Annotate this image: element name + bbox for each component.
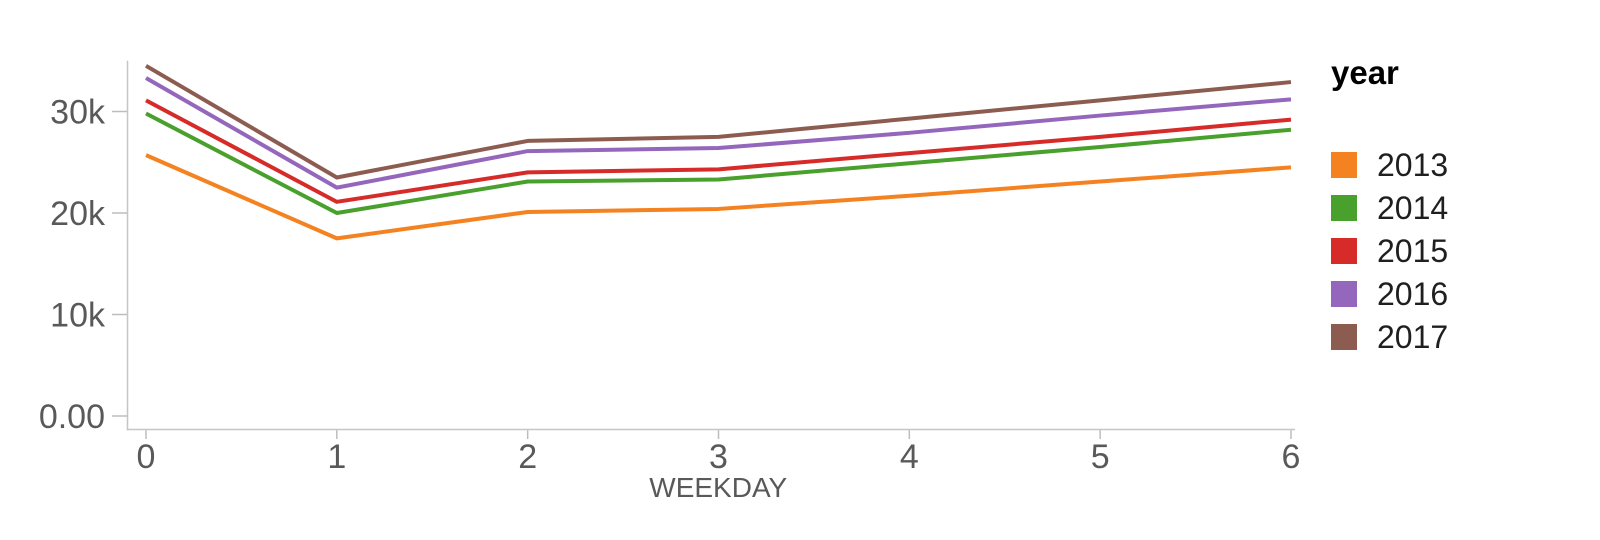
svg-text:10k: 10k: [50, 297, 106, 335]
legend-swatch-2015: [1331, 238, 1357, 264]
svg-text:5: 5: [1091, 438, 1110, 476]
legend-title: year: [1331, 54, 1399, 91]
legend-label-2015: 2015: [1377, 233, 1449, 269]
legend-item-2013: 2013: [1331, 147, 1449, 183]
svg-text:2: 2: [518, 438, 537, 476]
legend-items: 2013 2014 2015 2016 2017: [1331, 147, 1449, 355]
svg-text:WEEKDAY: WEEKDAY: [649, 472, 787, 503]
svg-text:0.00: 0.00: [39, 398, 105, 436]
svg-text:20k: 20k: [50, 195, 106, 233]
svg-text:4: 4: [900, 438, 919, 476]
legend-label-2013: 2013: [1377, 147, 1449, 183]
legend-label-2016: 2016: [1377, 276, 1449, 312]
legend-label-2017: 2017: [1377, 319, 1449, 355]
legend-swatch-2016: [1331, 281, 1357, 307]
legend-swatch-2017: [1331, 324, 1357, 350]
svg-text:0: 0: [137, 438, 156, 476]
legend-swatch-2013: [1331, 152, 1357, 178]
legend-swatch-2014: [1331, 195, 1357, 221]
svg-text:1: 1: [327, 438, 346, 476]
svg-text:30k: 30k: [50, 94, 106, 132]
legend-item-2017: 2017: [1331, 319, 1449, 355]
legend-label-2014: 2014: [1377, 190, 1449, 226]
legend-item-2015: 2015: [1331, 233, 1449, 269]
svg-text:3: 3: [709, 438, 728, 476]
legend-item-2016: 2016: [1331, 276, 1449, 312]
legend: year 2013 2014 2015 2016 2017: [1331, 56, 1448, 367]
svg-text:6: 6: [1282, 438, 1301, 476]
legend-item-2014: 2014: [1331, 190, 1449, 226]
